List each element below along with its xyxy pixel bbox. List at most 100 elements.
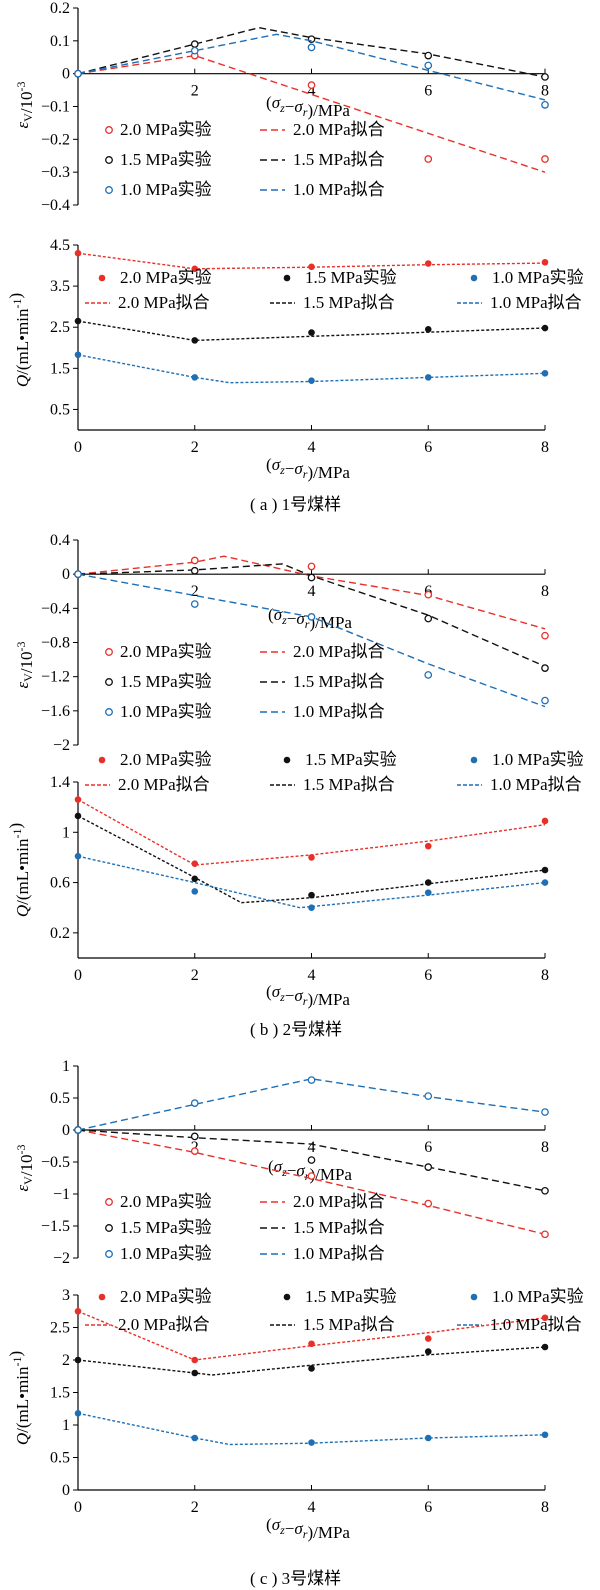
x-tick-label: 4 <box>308 583 316 600</box>
exp-point-1_5 <box>307 35 316 44</box>
exp-point-1_5 <box>424 51 433 60</box>
exp-point-2_0 <box>541 155 549 163</box>
y-tick-label: 3.5 <box>50 278 70 295</box>
fit-line-1_0 <box>77 1078 546 1131</box>
exp-point-2_0 <box>308 263 315 271</box>
exp-point-1_5 <box>308 329 315 336</box>
legend-marker-1_5 <box>105 1224 113 1232</box>
x-tick-label: 8 <box>541 439 549 456</box>
fit-line-2_0 <box>77 555 546 630</box>
legend-label: 2.0 MPa实验 <box>120 1287 212 1306</box>
exp-point-1_0 <box>307 1076 316 1084</box>
legend: 2.0 MPa实验 2.0 MPa拟合 1.5 MPa实验 1.5 MPa拟合 1.0 … <box>105 1192 385 1263</box>
legend-label: 1.0 MPa实验 <box>492 268 584 287</box>
y-tick-label: −0.2 <box>41 131 70 148</box>
legend-marker-1_0 <box>105 1250 113 1258</box>
x-tick-label: 8 <box>541 1499 549 1516</box>
exp-point-2_0 <box>541 1314 549 1322</box>
exp-point-1_5 <box>541 866 549 874</box>
exp-point-1_5 <box>541 73 549 81</box>
exp-point-1_0 <box>190 46 199 55</box>
chart-c-strain: −2−1.5−1−0.500.512468(σz−σr)/MPaεV/10-32… <box>13 1058 549 1267</box>
y-tick-label: −0.5 <box>41 1154 70 1171</box>
exp-point-1_0 <box>191 1434 199 1442</box>
exp-point-1_5 <box>424 1348 432 1355</box>
x-tick-label: 6 <box>424 1139 432 1156</box>
legend-label: 2.0 MPa实验 <box>120 120 212 139</box>
legend-label: 2.0 MPa实验 <box>120 750 212 769</box>
y-tick-label: 0.2 <box>50 0 70 17</box>
exp-point-1_5 <box>541 1343 549 1351</box>
exp-point-1_0 <box>74 1410 82 1417</box>
chart-b-flow: 0.2 0.6 1 1.4 0 2 4 6 8 (σz−σr)/MPa Q/(mL•min-1) 2.… <box>6 750 584 1009</box>
x-tick-label: 2 <box>191 583 199 600</box>
legend-marker-1_5 <box>105 156 113 164</box>
y-tick-label: −0.8 <box>41 635 70 652</box>
x-tick-label: 2 <box>191 1499 199 1516</box>
exp-point-1_0 <box>307 613 316 621</box>
legend-label: 2.0 MPa拟合 <box>293 642 385 661</box>
exp-point-1_0 <box>541 1431 549 1439</box>
x-tick-label: 4 <box>308 83 316 100</box>
exp-point-1_0 <box>424 889 432 896</box>
x-axis-label: (σz−σr)/MPa <box>268 605 352 632</box>
x-tick-label: 8 <box>541 967 549 984</box>
exp-point-1_0 <box>308 1439 315 1446</box>
y-tick-label: 1.5 <box>50 1385 70 1402</box>
y-tick-label: 0 <box>62 1122 70 1139</box>
exp-point-2_0 <box>424 1199 433 1208</box>
exp-point-2_0 <box>308 1340 315 1348</box>
legend-label: 2.0 MPa拟合 <box>118 775 210 794</box>
y-tick-label: −0.4 <box>41 600 70 617</box>
legend-label: 1.0 MPa实验 <box>492 1287 584 1306</box>
exp-point-2_0 <box>190 1147 199 1155</box>
fit-line-1_0 <box>77 855 546 909</box>
legend-label: 1.0 MPa实验 <box>120 1244 212 1263</box>
exp-point-2_0 <box>74 1307 82 1315</box>
y-tick-label: 1 <box>62 1417 70 1434</box>
exp-point-1_5 <box>74 812 82 820</box>
exp-point-1_5 <box>190 566 199 575</box>
legend-label: 1.5 MPa实验 <box>305 1287 397 1306</box>
legend-marker-1_0 <box>105 186 113 194</box>
exp-point-1_5 <box>307 1156 316 1164</box>
y-tick-label: 2.5 <box>50 1320 70 1337</box>
legend-label: 1.0 MPa拟合 <box>490 775 582 794</box>
exp-point-2_0 <box>541 631 549 640</box>
y-tick-label: −2 <box>53 737 70 754</box>
exp-point-1_0 <box>424 671 433 679</box>
exp-point-1_0 <box>190 600 199 608</box>
exp-point-1_0 <box>190 1099 199 1107</box>
caption-c: ( c ) 3号煤样 <box>250 1569 341 1588</box>
x-axis-label: (σz−σr)/MPa <box>266 982 350 1009</box>
y-tick-label: 3 <box>62 1287 70 1304</box>
legend-label: 1.0 MPa拟合 <box>490 1315 582 1334</box>
y-tick-label: −0.4 <box>41 197 70 214</box>
y-tick-label: 1.5 <box>50 360 70 377</box>
legend-marker-1_0 <box>470 1293 478 1301</box>
exp-point-1_0 <box>541 696 549 705</box>
exp-point-1_0 <box>74 69 82 78</box>
chart-a-flow: 0.5 1.5 2.5 3.5 4.5 0 2 4 6 8 (σz−σr)/MPa Q/(mL•min… <box>6 237 584 482</box>
exp-point-1_5 <box>191 875 199 883</box>
x-tick-label: 0 <box>74 439 82 456</box>
legend-label: 1.5 MPa拟合 <box>303 775 395 794</box>
y-tick-label: 1.4 <box>50 774 70 791</box>
exp-point-1_5 <box>541 664 549 672</box>
legend-marker-1_5 <box>283 274 291 282</box>
exp-point-1_0 <box>308 904 315 912</box>
exp-point-1_5 <box>190 1132 199 1141</box>
legend-label: 1.0 MPa实验 <box>120 180 212 199</box>
x-tick-label: 6 <box>424 439 432 456</box>
exp-point-2_0 <box>191 1356 199 1364</box>
legend-label: 1.0 MPa拟合 <box>293 1244 385 1263</box>
legend-label: 1.5 MPa拟合 <box>293 672 385 691</box>
legend-label: 2.0 MPa实验 <box>120 1192 212 1211</box>
legend: 2.0 MPa实验 1.5 MPa实验 1.0 MPa实验 2.0 MPa拟合 1.5 … <box>85 1287 584 1334</box>
y-tick-label: −0.3 <box>41 164 70 181</box>
legend: 2.0 MPa实验 2.0 MPa拟合 1.5 MPa实验 1.5 MPa拟合 1.0 … <box>105 120 385 199</box>
legend-label: 1.0 MPa拟合 <box>293 180 385 199</box>
legend-marker-2_0 <box>105 1198 113 1206</box>
legend-marker-2_0 <box>105 648 113 656</box>
